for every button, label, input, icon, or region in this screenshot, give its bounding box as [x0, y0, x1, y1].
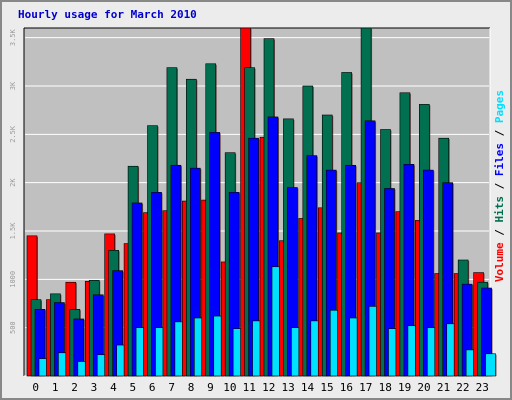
x-tick-label: 12: [262, 381, 275, 394]
x-tick-label: 20: [417, 381, 430, 394]
x-tick-label: 10: [223, 381, 236, 394]
x-tick-label: 23: [476, 381, 489, 394]
y-tick-label: 1.5K: [9, 222, 17, 240]
x-tick-label: 2: [71, 381, 78, 394]
x-tick-label: 9: [207, 381, 214, 394]
x-tick-label: 5: [129, 381, 136, 394]
x-tick-label: 6: [149, 381, 156, 394]
x-tick-label: 0: [32, 381, 39, 394]
x-tick-label: 13: [282, 381, 295, 394]
x-tick-label: 4: [110, 381, 117, 394]
legend-separator: /: [493, 123, 506, 143]
legend-pages: Pages: [493, 90, 506, 123]
x-tick-label: 16: [340, 381, 353, 394]
chart-title: Hourly usage for March 2010: [18, 8, 197, 21]
x-tick-label: 1: [52, 381, 59, 394]
y-tick-label: 3.5K: [9, 28, 17, 46]
legend-hits: Hits: [493, 196, 506, 223]
legend-volume: Volume: [493, 242, 506, 282]
y-tick-label: 2.5K: [9, 125, 17, 143]
x-tick-label: 7: [168, 381, 175, 394]
x-tick-label: 21: [437, 381, 450, 394]
y-tick-label: 1000: [9, 271, 17, 288]
x-tick-label: 17: [359, 381, 372, 394]
pages-bar: [485, 353, 496, 377]
x-tick-label: 8: [188, 381, 195, 394]
x-tick-label: 22: [456, 381, 469, 394]
x-tick-label: 3: [91, 381, 98, 394]
x-tick-label: 14: [301, 381, 315, 394]
legend-separator: /: [493, 176, 506, 196]
legend: Volume / Hits / Files / Pages: [493, 90, 506, 282]
x-tick-label: 15: [320, 381, 333, 394]
x-tick-label: 11: [243, 381, 256, 394]
legend-files: Files: [493, 143, 506, 176]
y-tick-label: 500: [9, 321, 17, 334]
y-tick-label: 2K: [9, 178, 17, 187]
x-tick-label: 19: [398, 381, 411, 394]
x-tick-label: 18: [379, 381, 392, 394]
y-tick-label: 3K: [9, 81, 17, 90]
legend-separator: /: [493, 222, 506, 242]
